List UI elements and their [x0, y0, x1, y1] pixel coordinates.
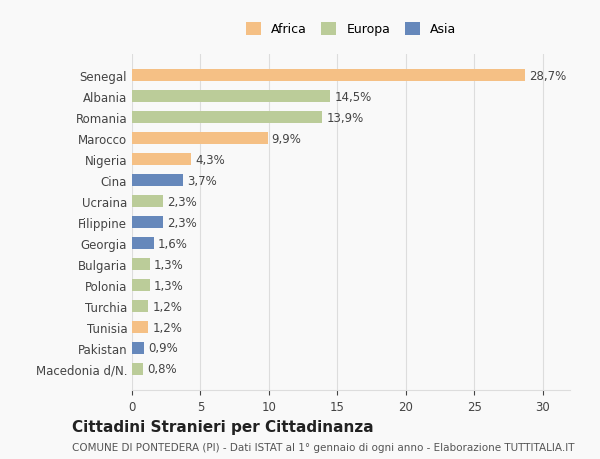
Text: 14,5%: 14,5% — [335, 90, 372, 103]
Bar — [132, 133, 268, 145]
Text: 13,9%: 13,9% — [326, 112, 364, 124]
Text: Cittadini Stranieri per Cittadinanza: Cittadini Stranieri per Cittadinanza — [72, 420, 374, 435]
Bar — [132, 259, 150, 270]
Bar — [132, 154, 191, 166]
Bar — [132, 70, 525, 82]
Text: COMUNE DI PONTEDERA (PI) - Dati ISTAT al 1° gennaio di ogni anno - Elaborazione : COMUNE DI PONTEDERA (PI) - Dati ISTAT al… — [72, 442, 575, 452]
Bar — [132, 364, 143, 375]
Text: 1,2%: 1,2% — [152, 300, 182, 313]
Bar — [132, 238, 154, 249]
Bar — [132, 91, 331, 103]
Text: 2,3%: 2,3% — [167, 216, 197, 229]
Text: 4,3%: 4,3% — [195, 153, 225, 166]
Bar — [132, 280, 150, 291]
Text: 1,6%: 1,6% — [158, 237, 188, 250]
Text: 3,7%: 3,7% — [187, 174, 217, 187]
Bar — [132, 322, 148, 333]
Text: 2,3%: 2,3% — [167, 195, 197, 208]
Text: 1,3%: 1,3% — [154, 279, 184, 292]
Text: 1,3%: 1,3% — [154, 258, 184, 271]
Bar — [132, 217, 163, 229]
Bar — [132, 301, 148, 312]
Bar — [132, 342, 145, 354]
Text: 0,9%: 0,9% — [148, 342, 178, 355]
Text: 9,9%: 9,9% — [272, 132, 301, 146]
Text: 28,7%: 28,7% — [529, 70, 566, 83]
Bar — [132, 112, 322, 123]
Text: 0,8%: 0,8% — [147, 363, 176, 375]
Text: 1,2%: 1,2% — [152, 321, 182, 334]
Bar — [132, 196, 163, 207]
Legend: Africa, Europa, Asia: Africa, Europa, Asia — [241, 18, 461, 41]
Bar — [132, 175, 182, 186]
